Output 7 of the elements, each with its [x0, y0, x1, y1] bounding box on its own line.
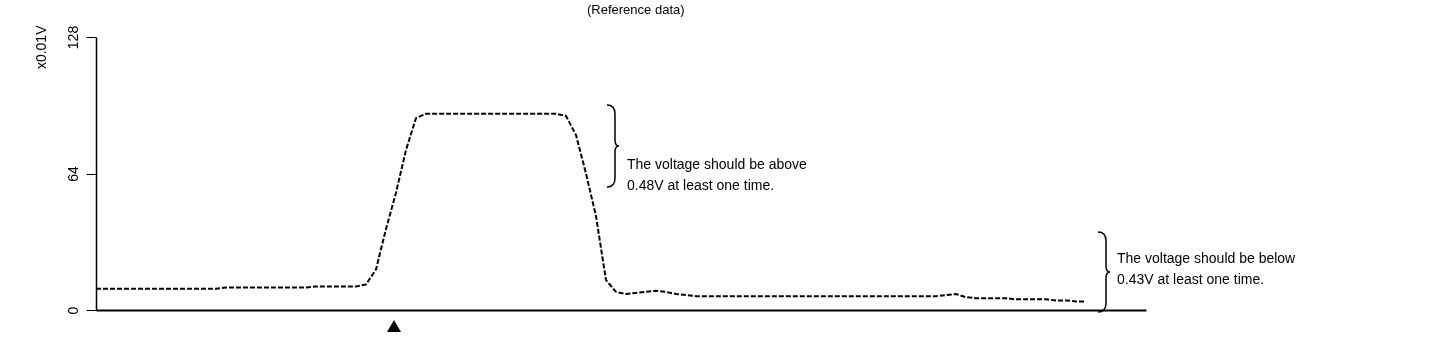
y-tick-label: 64: [64, 166, 81, 182]
y-tick-label: 0: [64, 306, 81, 315]
y-axis-title: x0.01V: [32, 24, 49, 70]
annotation: The voltage should be above 0.48V at least one time.: [627, 156, 808, 193]
y-tick-label: 128: [64, 25, 81, 50]
chart-title: (Reference data): [587, 2, 685, 17]
annotation: The voltage should be below 0.43V at least one time.: [1117, 250, 1297, 287]
